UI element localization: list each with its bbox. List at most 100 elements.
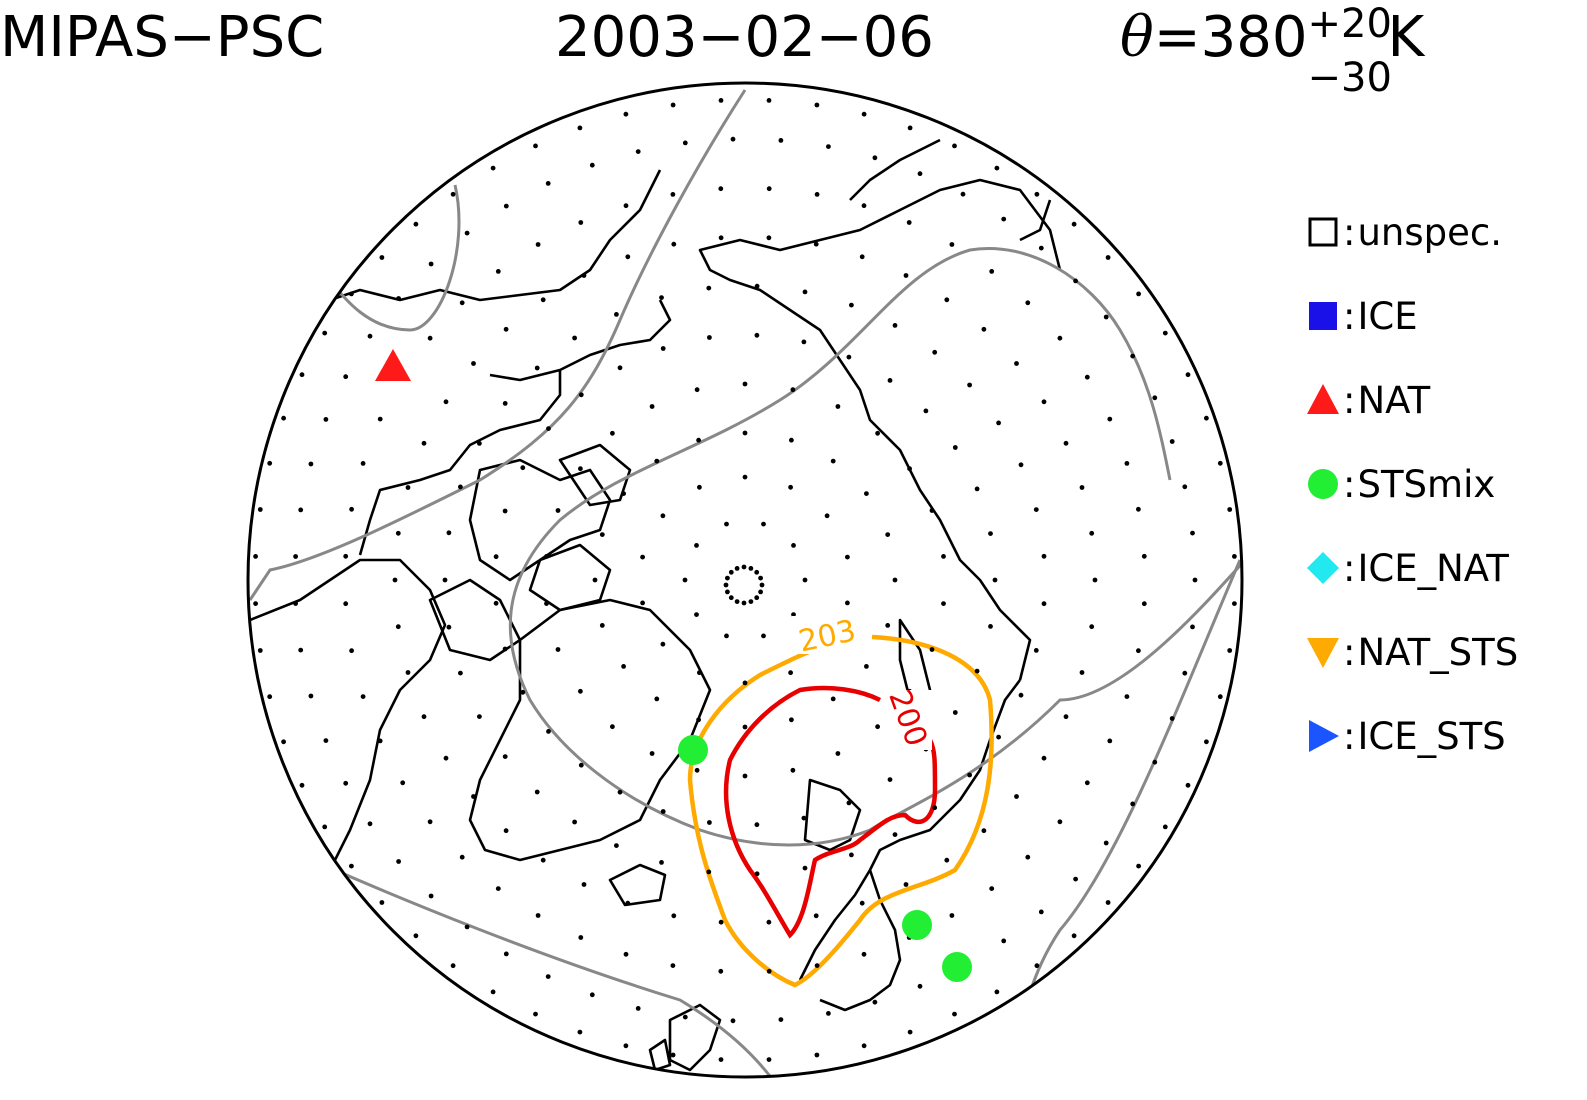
measurement-dot bbox=[694, 612, 699, 617]
measurement-dot bbox=[572, 335, 577, 341]
measurement-dot bbox=[623, 111, 629, 117]
measurement-dot bbox=[459, 854, 465, 860]
measurement-dot bbox=[343, 601, 349, 607]
measurement-dot bbox=[1232, 601, 1237, 606]
coastline-arctic-islands bbox=[428, 443, 632, 662]
measurement-dot bbox=[892, 323, 898, 328]
measurement-dot bbox=[1073, 876, 1078, 882]
measurement-dot bbox=[1136, 291, 1141, 297]
theta-unit: K bbox=[1387, 5, 1425, 70]
measurement-dot bbox=[635, 149, 641, 155]
measurement-dot bbox=[458, 484, 463, 490]
measurement-dot bbox=[446, 624, 452, 630]
measurement-dot bbox=[413, 221, 419, 227]
measurement-dot bbox=[1089, 530, 1095, 536]
measurement-dot bbox=[791, 543, 796, 548]
measurement-dot bbox=[503, 828, 509, 834]
legend-label: NAT_STS bbox=[1357, 630, 1519, 674]
measurement-dot bbox=[635, 1006, 641, 1011]
measurement-dot bbox=[766, 186, 772, 192]
measurement-dot bbox=[660, 346, 666, 351]
measurement-dot bbox=[502, 754, 508, 759]
legend-label: STSmix bbox=[1357, 462, 1496, 506]
legend-colon: : bbox=[1343, 462, 1356, 506]
measurement-dot bbox=[1152, 395, 1158, 401]
measurement-dot bbox=[625, 254, 631, 260]
measurement-dot bbox=[813, 913, 819, 919]
measurement-dot bbox=[322, 330, 328, 336]
measurement-dot bbox=[707, 820, 712, 825]
measurement-dot bbox=[396, 859, 401, 864]
measurement-dot bbox=[535, 242, 541, 247]
measurement-dot bbox=[1018, 692, 1024, 698]
measurement-dot bbox=[1232, 554, 1237, 559]
legend-label: ICE_STS bbox=[1357, 714, 1506, 758]
measurement-dot bbox=[801, 339, 807, 345]
measurement-dot bbox=[614, 312, 619, 317]
measurement-dot bbox=[1227, 648, 1233, 653]
measurement-dot bbox=[540, 297, 546, 303]
measurement-dot bbox=[967, 382, 972, 388]
measurement-dot bbox=[495, 269, 501, 274]
measurement-dot bbox=[742, 381, 748, 387]
measurement-dot bbox=[555, 647, 561, 652]
measurement-dot bbox=[728, 595, 734, 601]
measurement-dot bbox=[502, 508, 508, 514]
theta-title: θ=380 +20 −30 K bbox=[1120, 1, 1425, 101]
measurement-dot bbox=[892, 832, 898, 837]
measurement-dot bbox=[1130, 801, 1136, 807]
measurement-dot bbox=[903, 882, 909, 887]
measurement-dot bbox=[298, 507, 304, 513]
legend-colon: : bbox=[1343, 210, 1356, 254]
coastline-eurasia bbox=[698, 138, 1062, 681]
measurement-dot bbox=[293, 601, 298, 606]
measurement-dots bbox=[253, 98, 1237, 1062]
measurement-dot bbox=[759, 582, 765, 588]
measurement-dot bbox=[875, 430, 880, 436]
measurement-dot bbox=[443, 399, 449, 405]
measurement-dot bbox=[400, 780, 406, 786]
measurement-dot bbox=[589, 992, 595, 998]
measurement-dot bbox=[621, 491, 626, 496]
measurement-dot bbox=[544, 554, 549, 559]
measurement-dot bbox=[694, 543, 699, 548]
measurement-dot bbox=[1041, 601, 1047, 607]
measurement-dot bbox=[1162, 330, 1168, 336]
measurement-dot bbox=[967, 772, 972, 778]
measurement-dot bbox=[846, 354, 852, 360]
measurement-dot bbox=[1169, 716, 1175, 721]
measurement-dot bbox=[1185, 372, 1191, 378]
measurement-dot bbox=[923, 408, 929, 414]
measurement-dot bbox=[535, 913, 541, 918]
measurement-dot bbox=[718, 1057, 724, 1062]
measurement-dot bbox=[360, 694, 366, 699]
legend-label: NAT bbox=[1357, 378, 1431, 422]
measurement-dot bbox=[1034, 191, 1040, 197]
measurement-dot bbox=[503, 203, 509, 209]
measurement-dot bbox=[671, 241, 677, 247]
measurement-dot bbox=[545, 974, 551, 979]
measurement-dot bbox=[725, 589, 730, 595]
measurement-dot bbox=[308, 693, 314, 699]
measurement-dot bbox=[625, 900, 631, 906]
filled-square-icon bbox=[1309, 302, 1337, 330]
measurement-dot bbox=[682, 140, 688, 146]
measurement-dot bbox=[814, 102, 820, 108]
measurement-dot bbox=[670, 963, 676, 968]
measurement-dot bbox=[754, 332, 760, 338]
measurement-dot bbox=[1034, 963, 1040, 969]
measurement-dot bbox=[1033, 507, 1039, 512]
measurement-dot bbox=[734, 566, 740, 571]
measurement-dot bbox=[932, 805, 938, 811]
measurement-dot bbox=[1014, 361, 1019, 366]
measurement-dot bbox=[887, 777, 893, 782]
measurement-dot bbox=[1001, 938, 1007, 944]
circle-icon bbox=[1308, 469, 1338, 499]
measurement-dot bbox=[1136, 648, 1141, 654]
legend-item-ice-sts: : ICE_STS bbox=[1305, 694, 1518, 778]
measurement-dot bbox=[267, 460, 273, 466]
measurement-dot bbox=[1217, 694, 1223, 700]
measurement-dot bbox=[875, 724, 880, 730]
measurement-dot bbox=[660, 641, 666, 647]
measurement-dot bbox=[464, 924, 470, 930]
